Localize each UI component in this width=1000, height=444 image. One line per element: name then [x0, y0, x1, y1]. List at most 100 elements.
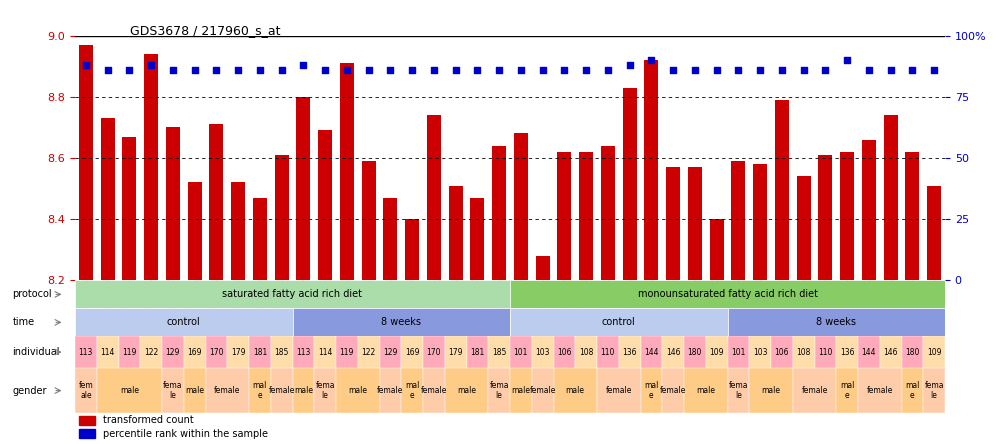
Bar: [753, 164, 767, 281]
Bar: [902, 337, 923, 368]
Point: [578, 66, 594, 73]
Text: 136: 136: [622, 348, 637, 357]
Text: 181: 181: [253, 348, 267, 357]
Point: [839, 56, 855, 63]
Bar: [466, 337, 488, 368]
Text: 113: 113: [296, 348, 311, 357]
Bar: [292, 368, 314, 413]
Bar: [184, 337, 206, 368]
Text: protocol: protocol: [12, 289, 52, 299]
Text: female: female: [377, 386, 404, 395]
Bar: [793, 368, 836, 413]
Bar: [728, 368, 749, 413]
Text: female: female: [529, 386, 556, 395]
Bar: [336, 337, 358, 368]
Point: [448, 66, 464, 73]
Point: [121, 66, 137, 73]
Bar: [314, 337, 336, 368]
Bar: [818, 155, 832, 281]
Bar: [623, 87, 637, 281]
Point: [643, 56, 659, 63]
Text: female: female: [660, 386, 686, 395]
Point: [100, 66, 116, 73]
Text: 108: 108: [579, 348, 593, 357]
Text: male: male: [348, 386, 367, 395]
Text: 170: 170: [427, 348, 441, 357]
Bar: [166, 127, 180, 281]
Bar: [927, 186, 941, 281]
Text: individual: individual: [12, 347, 60, 357]
Bar: [662, 368, 684, 413]
Text: 179: 179: [231, 348, 245, 357]
Text: 169: 169: [187, 348, 202, 357]
Bar: [775, 100, 789, 281]
Bar: [858, 368, 902, 413]
Bar: [510, 309, 728, 337]
Text: mal
e: mal e: [405, 381, 419, 400]
Text: 169: 169: [405, 348, 419, 357]
Bar: [75, 337, 97, 368]
Bar: [554, 368, 597, 413]
Text: control: control: [602, 317, 636, 327]
Bar: [97, 337, 119, 368]
Bar: [619, 337, 640, 368]
Text: percentile rank within the sample: percentile rank within the sample: [103, 428, 268, 439]
Bar: [292, 309, 510, 337]
Text: 185: 185: [492, 348, 506, 357]
Bar: [488, 368, 510, 413]
Bar: [597, 368, 640, 413]
Bar: [184, 368, 206, 413]
Bar: [75, 281, 510, 309]
Text: 8 weeks: 8 weeks: [381, 317, 421, 327]
Text: 101: 101: [514, 348, 528, 357]
Bar: [427, 115, 441, 281]
Bar: [836, 368, 858, 413]
Text: 109: 109: [709, 348, 724, 357]
Bar: [684, 368, 728, 413]
Text: 103: 103: [535, 348, 550, 357]
Bar: [666, 167, 680, 281]
Bar: [101, 118, 115, 281]
Point: [208, 66, 224, 73]
Bar: [749, 337, 771, 368]
Text: female: female: [268, 386, 295, 395]
Text: 146: 146: [666, 348, 680, 357]
Bar: [79, 429, 95, 438]
Bar: [231, 182, 245, 281]
Text: 185: 185: [274, 348, 289, 357]
Bar: [688, 167, 702, 281]
Text: male: male: [511, 386, 530, 395]
Point: [361, 66, 377, 73]
Bar: [445, 368, 488, 413]
Text: 181: 181: [470, 348, 484, 357]
Text: saturated fatty acid rich diet: saturated fatty acid rich diet: [222, 289, 362, 299]
Point: [426, 66, 442, 73]
Text: male: male: [294, 386, 313, 395]
Bar: [253, 198, 267, 281]
Text: GDS3678 / 217960_s_at: GDS3678 / 217960_s_at: [130, 24, 280, 37]
Text: gender: gender: [12, 385, 47, 396]
Bar: [557, 152, 571, 281]
Text: transformed count: transformed count: [103, 416, 194, 425]
Text: 136: 136: [840, 348, 854, 357]
Bar: [902, 368, 923, 413]
Bar: [380, 368, 401, 413]
Text: male: male: [185, 386, 204, 395]
Text: 101: 101: [731, 348, 746, 357]
Text: fema
le: fema le: [315, 381, 335, 400]
Bar: [492, 146, 506, 281]
Text: 144: 144: [644, 348, 659, 357]
Text: fema
le: fema le: [163, 381, 183, 400]
Text: 106: 106: [557, 348, 572, 357]
Bar: [271, 368, 292, 413]
Bar: [514, 134, 528, 281]
Text: female: female: [606, 386, 632, 395]
Text: 146: 146: [883, 348, 898, 357]
Bar: [362, 161, 376, 281]
Bar: [575, 337, 597, 368]
Point: [774, 66, 790, 73]
Point: [404, 66, 420, 73]
Bar: [423, 368, 445, 413]
Bar: [122, 137, 136, 281]
Text: 110: 110: [818, 348, 833, 357]
